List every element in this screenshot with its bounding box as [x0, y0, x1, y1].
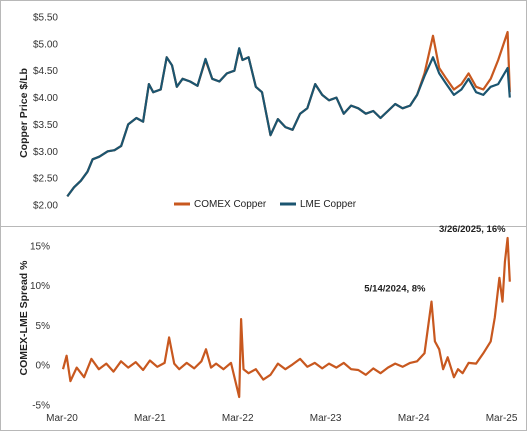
price-y-tick-label: $3.50 [33, 120, 58, 131]
price-panel: Copper Price $/Lb $2.00 $2.50 $3.00 $3.50 $4… [18, 13, 511, 212]
price-y-tick-label: $4.00 [33, 93, 58, 104]
spread-y-tick-label: 15% [30, 241, 50, 252]
spread-x-ticks: Mar-20 Mar-21 Mar-22 Mar-23 Mar-24 Mar-25 [46, 413, 518, 424]
spread-y-tick-label: -5% [32, 401, 50, 412]
price-y-tick-label: $5.50 [33, 13, 58, 24]
price-y-tick-label: $4.50 [33, 66, 58, 77]
price-legend: COMEX Copper LME Copper [174, 199, 357, 210]
x-tick-label: Mar-24 [398, 413, 430, 424]
spread-annotations: 5/14/2024, 8% 3/26/2025, 16% [364, 224, 506, 295]
price-series [66, 30, 511, 198]
price-y-tick-label: $2.50 [33, 174, 58, 185]
x-tick-label: Mar-22 [222, 413, 254, 424]
price-y-tick-label: $3.00 [33, 147, 58, 158]
comex-copper-line [66, 30, 511, 198]
price-y-tick-label: $5.00 [33, 39, 58, 50]
lme-copper-line [66, 47, 511, 198]
legend-label-comex: COMEX Copper [194, 199, 267, 210]
spread-line [61, 236, 511, 399]
spread-series [61, 236, 511, 399]
spread-panel: COMEX-LME Spread % -5%0%5%10%15% Mar-20 M… [18, 224, 518, 424]
x-tick-label: Mar-20 [46, 413, 78, 424]
spread-y-axis-label: COMEX-LME Spread % [18, 260, 30, 376]
legend-label-lme: LME Copper [300, 199, 357, 210]
price-y-ticks: $2.00 $2.50 $3.00 $3.50 $4.00 $4.50 $5.00 $5.50 [33, 13, 58, 212]
price-y-axis-label: Copper Price $/Lb [18, 68, 30, 158]
spread-y-tick-label: 10% [30, 281, 50, 292]
spread-y-tick-label: 5% [36, 321, 51, 332]
spread-annotation: 5/14/2024, 8% [364, 284, 426, 295]
x-tick-label: Mar-23 [310, 413, 342, 424]
spread-y-ticks: -5% 0% 5% 10% 15% [30, 241, 50, 411]
x-tick-label: Mar-25 [486, 413, 518, 424]
spread-annotation: 3/26/2025, 16% [439, 224, 506, 235]
price-y-tick-label: $2.00 [33, 201, 58, 212]
spread-y-tick-label: 0% [36, 361, 51, 372]
x-tick-label: Mar-21 [134, 413, 166, 424]
